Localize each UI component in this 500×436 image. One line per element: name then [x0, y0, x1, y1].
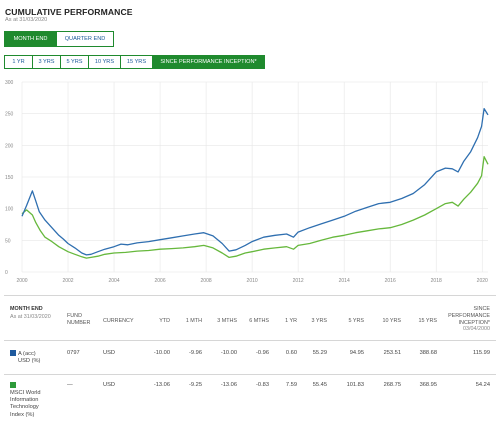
index-inception: 54.24: [475, 382, 490, 388]
range-3yrs-button[interactable]: 3 YRS: [32, 56, 60, 68]
1mth-header: 1 MTH: [185, 318, 202, 324]
y-tick-label: 150: [5, 175, 14, 181]
month-end-button[interactable]: MONTH END: [5, 32, 56, 46]
fund-5yrs: 94.95: [349, 350, 364, 356]
range-selector: 1 YR 3 YRS 5 YRS 10 YRS 15 YRS SINCE PER…: [4, 55, 265, 69]
currency-header: CURRENCY: [103, 318, 134, 324]
y-tick-label: 300: [5, 80, 14, 86]
x-tick-label: 2008: [201, 278, 212, 284]
15yrs-header: 15 YRS: [418, 318, 437, 324]
y-tick-label: 200: [5, 143, 14, 149]
x-tick-label: 2018: [431, 278, 442, 284]
index-3yrs: 55.45: [312, 382, 327, 388]
index-15yrs: 368.95: [419, 382, 437, 388]
row-divider: [4, 374, 496, 375]
performance-chart: 0 50 100 150 200 250 300 2000 2002 2004 2006 2008 20…: [0, 74, 500, 289]
index-name-line: Index (%): [10, 411, 35, 418]
fund-1yr: 0.60: [285, 350, 297, 356]
fund-10yrs: 253.51: [383, 350, 401, 356]
x-tick-label: 2020: [477, 278, 488, 284]
x-tick-label: 2010: [247, 278, 258, 284]
fund-3mths: -10.00: [220, 350, 237, 356]
3mths-header: 3 MTHS: [217, 318, 237, 324]
fund-inception: 115.99: [473, 350, 490, 356]
fund-name: A (acc) USD (%): [10, 350, 40, 365]
index-name-line: Technology: [10, 404, 39, 411]
y-tick-label: 250: [5, 112, 14, 118]
inception-date: 03/04/2000: [463, 326, 490, 333]
x-tick-label: 2002: [62, 278, 73, 284]
table-as-at: As at 31/03/2020: [10, 314, 51, 320]
fund-number-header: FUND NUMBER: [67, 313, 90, 327]
inception-header-line: SINCE: [473, 306, 490, 312]
10yrs-header: 10 YRS: [382, 318, 401, 324]
x-tick-label: 2014: [339, 278, 350, 284]
range-15yrs-button[interactable]: 15 YRS: [120, 56, 152, 68]
fund-currency: USD: [103, 350, 116, 356]
series-line: [21, 107, 489, 256]
x-tick-label: 2004: [108, 278, 119, 284]
fund-ytd: -10.00: [153, 350, 170, 356]
range-10yrs-button[interactable]: 10 YRS: [88, 56, 120, 68]
month-end-header: MONTH END: [10, 306, 43, 312]
page-title: CUMULATIVE PERFORMANCE: [5, 7, 133, 17]
fund-number-header-line: NUMBER: [67, 319, 91, 326]
fund-3yrs: 55.29: [312, 350, 327, 356]
ytd-header: YTD: [159, 318, 170, 324]
index-name-line: MSCI World: [10, 390, 41, 397]
x-tick-label: 2016: [385, 278, 396, 284]
inception-header-line: PERFORMANCE: [448, 312, 490, 319]
index-legend-swatch: [10, 382, 16, 388]
x-tick-label: 2012: [293, 278, 304, 284]
y-tick-label: 0: [5, 270, 8, 276]
index-10yrs: 268.75: [383, 382, 401, 388]
fund-15yrs: 388.68: [419, 350, 437, 356]
index-name-line: Information: [10, 397, 39, 404]
inception-header-line: INCEPTION*: [458, 319, 490, 326]
fund-legend-swatch: [10, 350, 16, 356]
6mths-header: 6 MTHS: [249, 318, 269, 324]
fund-name-line: A (acc): [18, 351, 36, 357]
index-name: MSCI World Information Technology Index …: [10, 382, 41, 419]
3yrs-header: 3 YRS: [311, 318, 327, 324]
x-tick-label: 2006: [155, 278, 166, 284]
as-at-date: As at 31/03/2020: [5, 17, 48, 23]
fund-number: 0797: [67, 350, 80, 356]
fund-number-header-line: FUND: [67, 313, 82, 319]
index-number: —: [67, 382, 73, 388]
index-3mths: -13.06: [220, 382, 237, 388]
1yr-header: 1 YR: [285, 318, 297, 324]
x-tick-label: 2000: [16, 278, 27, 284]
index-1yr: 7.59: [285, 382, 297, 388]
y-tick-label: 100: [5, 207, 14, 213]
quarter-end-button[interactable]: QUARTER END: [56, 32, 113, 46]
index-ytd: -13.06: [153, 382, 170, 388]
range-5yrs-button[interactable]: 5 YRS: [60, 56, 88, 68]
index-6mths: -0.83: [256, 382, 269, 388]
header-divider: [4, 340, 496, 341]
fund-6mths: -0.96: [256, 350, 269, 356]
inception-header: SINCE PERFORMANCE INCEPTION* 03/04/2000: [440, 306, 490, 333]
range-1yr-button[interactable]: 1 YR: [5, 56, 32, 68]
series-line: [21, 156, 489, 259]
period-toggle: MONTH END QUARTER END: [4, 31, 114, 47]
index-5yrs: 101.83: [346, 382, 364, 388]
range-since-inception-button[interactable]: SINCE PERFORMANCE INCEPTION*: [152, 56, 264, 68]
table-top-divider: [4, 295, 496, 296]
y-tick-label: 50: [5, 238, 11, 244]
chart-svg: 0 50 100 150 200 250 300 2000 2002 2004 2006 2008 20…: [5, 80, 489, 284]
index-1mth: -9.25: [189, 382, 202, 388]
5yrs-header: 5 YRS: [348, 318, 364, 324]
index-currency: USD: [103, 382, 116, 388]
fund-1mth: -9.96: [189, 350, 202, 356]
fund-name-line: USD (%): [18, 358, 41, 365]
